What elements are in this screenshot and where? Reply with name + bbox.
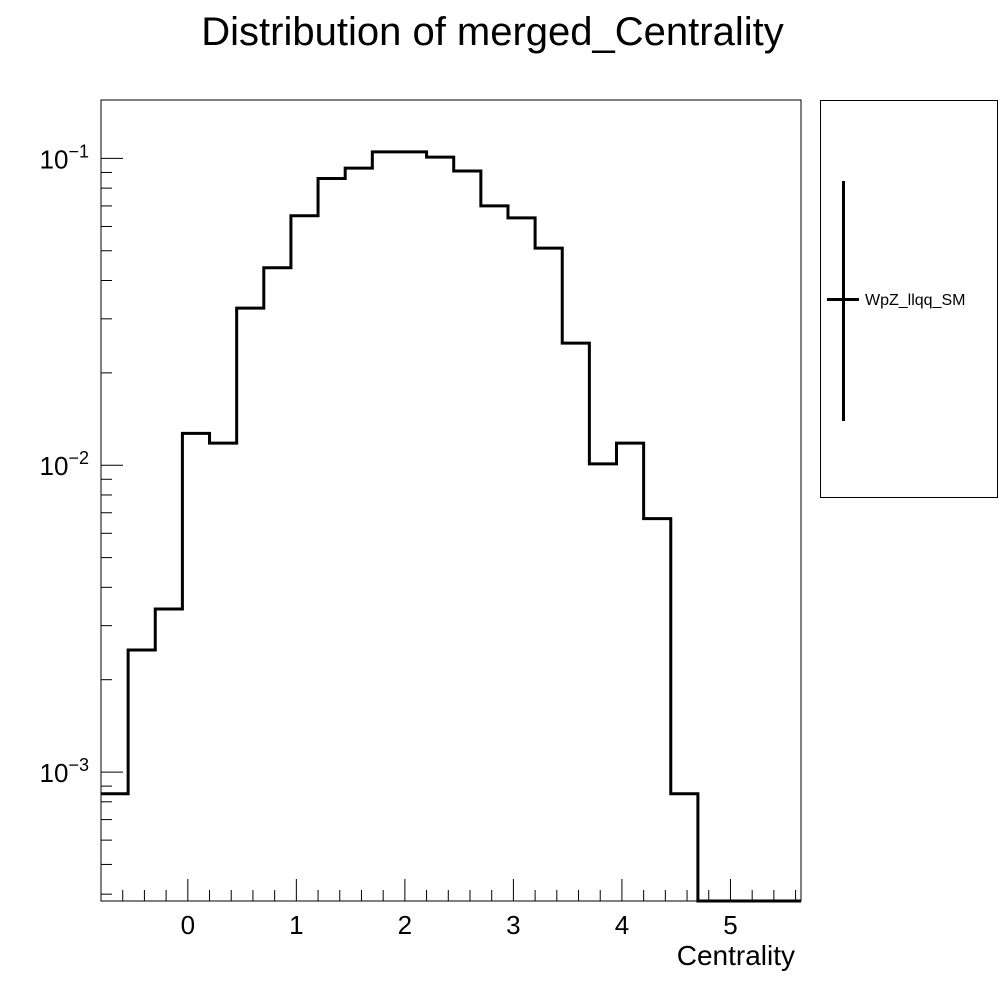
x-tick-label: 5 — [723, 910, 737, 940]
legend: WpZ_llqq_SM — [820, 100, 998, 498]
x-tick-label: 4 — [615, 910, 629, 940]
chart-title: Distribution of merged_Centrality — [201, 10, 784, 54]
y-tick-label: 10−3 — [40, 755, 89, 788]
x-tick-label: 0 — [181, 910, 195, 940]
x-tick-label: 1 — [289, 910, 303, 940]
x-axis-label: Centrality — [677, 940, 795, 971]
legend-entry-label: WpZ_llqq_SM — [865, 292, 966, 309]
histogram-outline-0 — [101, 150, 801, 903]
x-tick-label: 3 — [506, 910, 520, 940]
legend-marker-line — [827, 298, 859, 301]
x-tick-label: 2 — [398, 910, 412, 940]
legend-marker-errorbar — [842, 181, 845, 421]
y-tick-label: 10−1 — [40, 141, 89, 174]
y-tick-label: 10−2 — [40, 448, 89, 481]
plot-frame — [100, 99, 802, 902]
